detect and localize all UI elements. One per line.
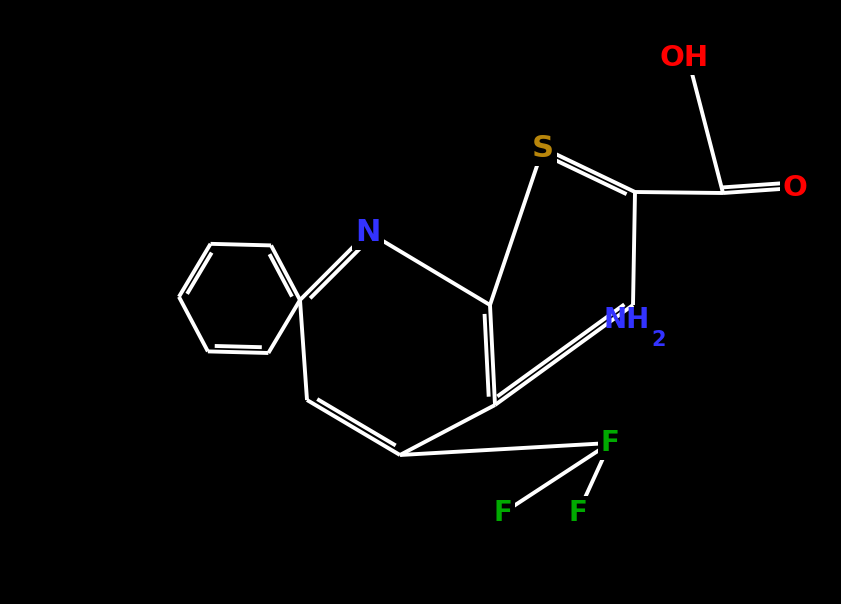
Text: NH: NH [604,306,650,334]
Text: F: F [600,429,620,457]
Text: 2: 2 [652,330,666,350]
Text: N: N [355,217,381,246]
Text: F: F [569,499,587,527]
Text: OH: OH [659,44,708,72]
Text: F: F [494,499,512,527]
Text: O: O [783,174,807,202]
Text: S: S [532,133,554,162]
